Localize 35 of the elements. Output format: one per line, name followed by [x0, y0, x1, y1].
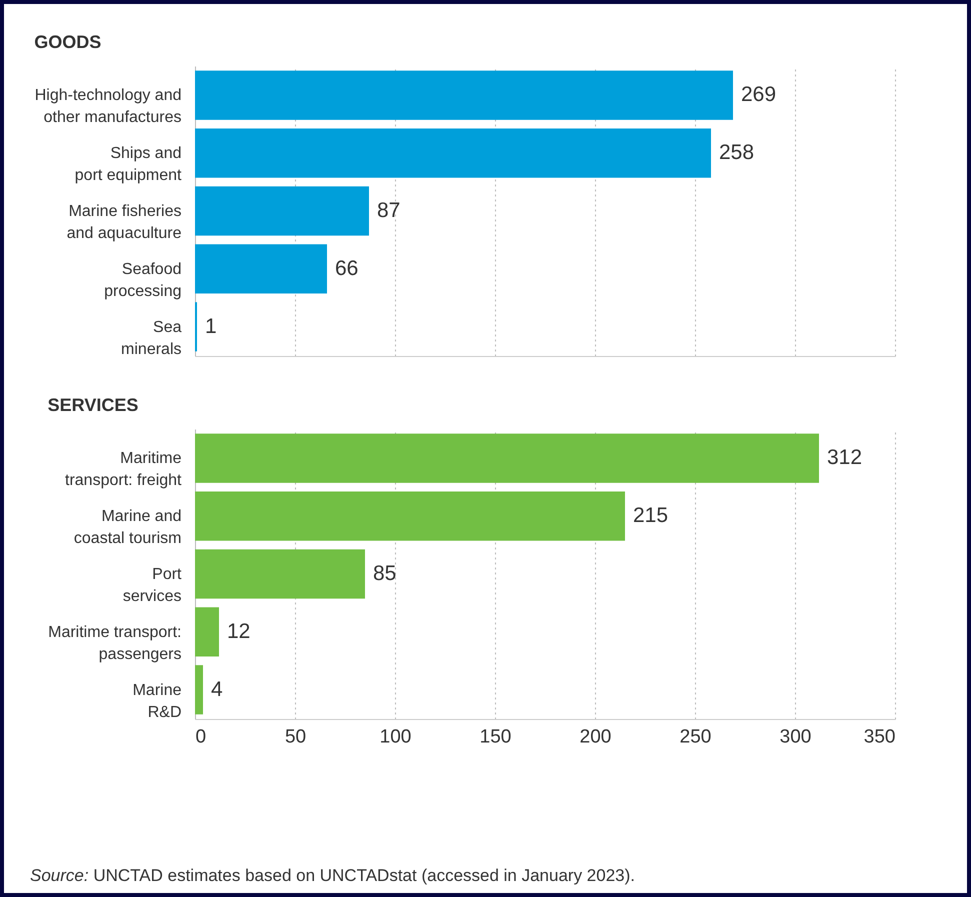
- bar: [195, 186, 369, 236]
- x-tick-label: 50: [284, 726, 306, 748]
- y-tick-label: High-technology and other manufactures: [34, 87, 182, 126]
- x-tick-label: 100: [380, 726, 412, 748]
- chart-title: SERVICES: [48, 395, 138, 415]
- y-tick-label: Ships and port equipment: [74, 145, 182, 184]
- data-label: 87: [377, 199, 400, 222]
- x-tick-label: 350: [864, 726, 896, 748]
- data-label: 66: [335, 256, 358, 280]
- data-label: 1: [205, 314, 217, 338]
- y-tick-label: Maritime transport: passengers: [48, 624, 182, 663]
- chart-title: GOODS: [34, 32, 102, 52]
- x-tick-label: 250: [680, 726, 712, 748]
- y-tick-label: Marine and coastal tourism: [74, 508, 182, 548]
- bar: [195, 70, 733, 120]
- y-tick-label: Seafood processing: [104, 260, 182, 300]
- y-tick-label: Sea minerals: [121, 318, 182, 358]
- y-tick-label: Maritime transport: freight: [65, 450, 182, 490]
- source-note: Source: UNCTAD estimates based on UNCTADstat (accessed in January 2023).: [30, 866, 636, 886]
- data-label: 4: [211, 678, 223, 701]
- data-label: 12: [227, 620, 250, 643]
- x-tick-label: 200: [580, 726, 612, 748]
- x-tick-label: 0: [196, 726, 206, 748]
- y-tick-label: Port services: [122, 566, 182, 605]
- data-label: 269: [741, 83, 776, 106]
- y-tick-label: Marine R&D: [132, 682, 182, 721]
- y-tick-label: Marine fisheries and aquaculture: [66, 203, 182, 242]
- x-tick-label: 150: [480, 726, 512, 748]
- data-label: 258: [719, 141, 754, 164]
- data-label: 312: [827, 446, 862, 470]
- data-label: 215: [633, 504, 668, 528]
- x-tick-label: 300: [780, 726, 812, 748]
- bar: [195, 244, 327, 294]
- data-label: 85: [373, 562, 396, 585]
- bar: [195, 128, 711, 178]
